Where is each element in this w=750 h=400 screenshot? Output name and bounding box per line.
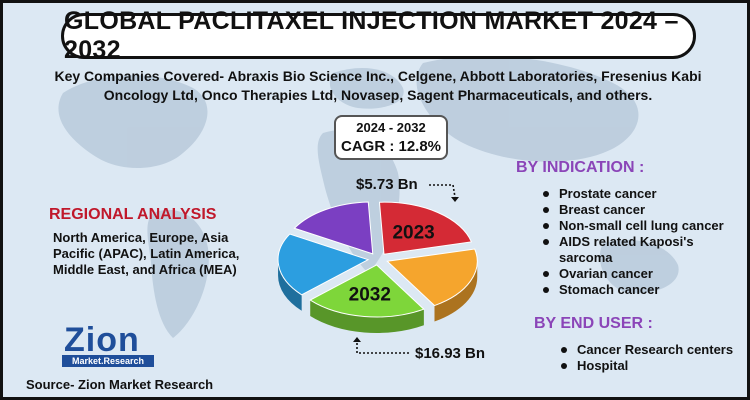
pie-slice [378,201,473,255]
list-item: Prostate cancer [541,186,741,202]
by-indication-heading: BY INDICATION : [516,159,645,176]
page-title: GLOBAL PACLITAXEL INJECTION MARKET 2024 … [61,7,696,64]
zion-logo: Zion Market.Research [58,321,158,367]
list-item: Stomach cancer [541,282,741,298]
regional-analysis-heading: REGIONAL ANALYSIS [49,206,217,223]
logo-subtitle: Market.Research [62,355,154,367]
pointer-2023 [429,184,456,198]
logo-wordmark: Zion [64,321,140,359]
cagr-years: 2024 - 2032 [356,120,426,135]
arrow-2023 [451,197,459,202]
pie-chart: 2023 2032 [277,184,478,354]
pie-slice-side [434,261,478,322]
world-map-background [58,55,679,338]
cagr-value: CAGR : 12.8% [340,138,442,155]
by-end-user-heading: BY END USER : [534,315,653,332]
arrow-2032 [353,337,361,342]
indication-list: Prostate cancer Breast cancer Non-small … [541,186,741,298]
list-item: AIDS related Kaposi's sarcoma [541,234,741,266]
cagr-box: 2024 - 2032 CAGR : 12.8% [334,115,448,160]
annotation-2032-value: $16.93 Bn [415,345,486,362]
pie-slice-side [278,259,302,311]
annotation-2023-value: $5.73 Bn [356,176,418,193]
pie-slice [293,201,374,255]
pie-slice [277,233,370,296]
list-item: Non-small cell lung cancer [541,218,741,234]
key-companies-text: Key Companies Covered- Abraxis Bio Scien… [54,68,702,103]
list-item: Breast cancer [541,202,741,218]
pie-slice [386,248,478,307]
pie-slice-label: 2023 [392,222,434,243]
end-user-list: Cancer Research centers Hospital [559,342,744,374]
pie-slice-label: 2032 [349,284,391,305]
list-item: Cancer Research centers [559,342,744,358]
pie-slice-side [310,300,424,333]
pointer-2032 [356,341,409,354]
source-text: Source- Zion Market Research [26,377,214,392]
list-item: Hospital [559,358,744,374]
regional-analysis-text: North America, Europe, Asia Pacific (APA… [53,230,240,277]
pie-slice [309,264,425,318]
list-item: Ovarian cancer [541,266,741,282]
